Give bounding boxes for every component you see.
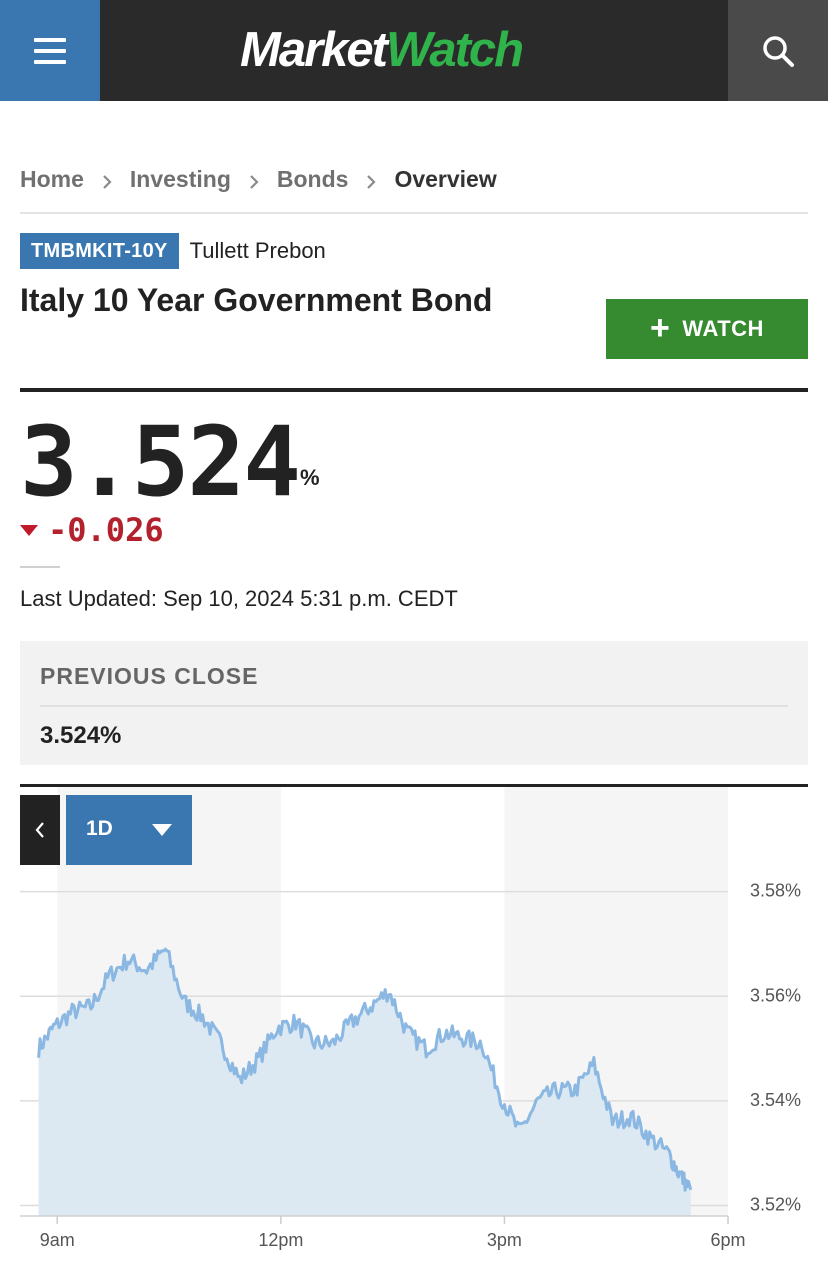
caret-down-icon [152, 824, 172, 836]
watch-label: WATCH [682, 316, 764, 341]
plus-icon: + [650, 308, 671, 347]
chevron-right-icon [249, 169, 259, 196]
series-area [38, 949, 691, 1216]
logo-market: Market [240, 23, 388, 77]
intraday-chart[interactable]: 9am 12pm 3pm 6pm 3.58% 3.56% 3.54% 3.52% [0, 787, 828, 1271]
y-tick-label: 3.54% [750, 1090, 801, 1110]
y-tick-label: 3.52% [750, 1195, 801, 1215]
top-navigation-bar: MarketWatch [0, 0, 828, 101]
logo-watch: Watch [385, 23, 524, 77]
x-tick-label: 6pm [710, 1230, 745, 1250]
y-tick-label: 3.56% [750, 985, 801, 1005]
short-divider [20, 566, 60, 568]
chart-back-button[interactable] [20, 795, 60, 865]
marketwatch-logo[interactable]: MarketWatch [240, 22, 524, 78]
breadcrumb-overview[interactable]: Overview [394, 166, 497, 192]
price-change: -0.026 [20, 511, 164, 549]
chevron-right-icon [366, 169, 376, 196]
menu-line [34, 37, 66, 42]
menu-line [34, 59, 66, 64]
section-divider [20, 388, 808, 392]
change-value: -0.026 [48, 511, 164, 549]
y-axis-ticks: 3.58% 3.56% 3.54% 3.52% [750, 881, 801, 1215]
x-axis-ticks: 9am 12pm 3pm 6pm [40, 1216, 746, 1250]
chevron-right-icon [102, 169, 112, 196]
x-tick-label: 3pm [487, 1230, 522, 1250]
ticker-row: TMBMKIT-10Y Tullett Prebon [20, 233, 326, 269]
search-button[interactable] [728, 0, 828, 101]
series-line [37, 947, 693, 1192]
range-dropdown[interactable]: 1D [66, 795, 192, 865]
previous-close-panel: PREVIOUS CLOSE 3.524% [20, 641, 808, 765]
price-unit: % [300, 465, 320, 490]
breadcrumb: Home Investing Bonds Overview [20, 166, 808, 214]
exchange-name: Tullett Prebon [189, 238, 326, 263]
hamburger-menu-icon[interactable] [0, 0, 100, 101]
x-tick-label: 9am [40, 1230, 75, 1250]
previous-close-value: 3.524% [40, 722, 122, 749]
search-icon [763, 35, 794, 67]
down-triangle-icon [20, 524, 38, 536]
chevron-left-icon [35, 822, 44, 838]
price-value: 3.524 [20, 406, 301, 518]
chart-top-divider [20, 784, 808, 787]
breadcrumb-investing[interactable]: Investing [129, 166, 231, 192]
range-label: 1D [86, 817, 113, 840]
last-updated: Last Updated: Sep 10, 2024 5:31 p.m. CED… [20, 586, 458, 611]
ticker-badge: TMBMKIT-10Y [20, 233, 179, 269]
menu-line [34, 48, 66, 53]
previous-close-divider [40, 705, 788, 707]
previous-close-label: PREVIOUS CLOSE [40, 663, 259, 689]
breadcrumb-bonds[interactable]: Bonds [276, 166, 349, 192]
page-title: Italy 10 Year Government Bond [20, 282, 493, 318]
y-tick-label: 3.58% [750, 881, 801, 901]
breadcrumb-home[interactable]: Home [20, 166, 84, 192]
watch-button[interactable]: + WATCH [606, 299, 808, 359]
x-tick-label: 12pm [258, 1230, 303, 1250]
